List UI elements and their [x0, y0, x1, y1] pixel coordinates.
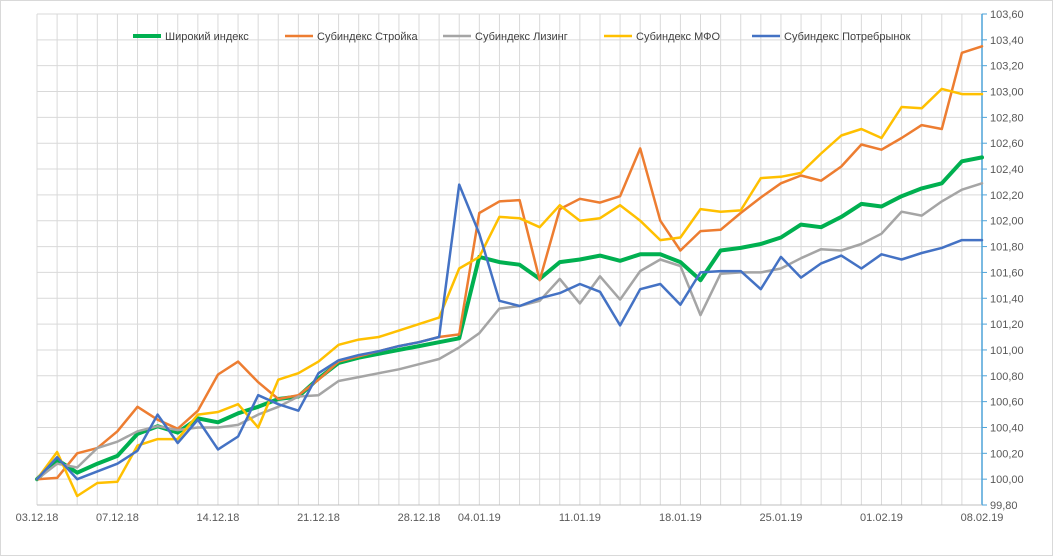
- legend-entry: Широкий индекс: [165, 31, 249, 43]
- legend-entry: Субиндекс Потребрынок: [784, 31, 911, 43]
- x-tick-label: 14.12.18: [197, 512, 240, 524]
- y-tick-label: 101,80: [990, 242, 1024, 254]
- x-tick-label: 21.12.18: [297, 512, 340, 524]
- x-tick-label: 07.12.18: [96, 512, 139, 524]
- x-tick-label: 04.01.19: [458, 512, 501, 524]
- series-lines: [35, 45, 984, 498]
- series-line: [35, 45, 984, 481]
- y-tick-label: 102,80: [990, 112, 1024, 124]
- y-tick-label: 100,60: [990, 397, 1024, 409]
- y-tick-label: 100,20: [990, 448, 1024, 460]
- y-tick-label: 101,20: [990, 319, 1024, 331]
- series-line: [35, 155, 984, 482]
- y-tick-label: 100,00: [990, 474, 1024, 486]
- x-tick-label: 25.01.19: [760, 512, 803, 524]
- x-tick-label: 01.02.19: [860, 512, 903, 524]
- y-tick-label: 102,00: [990, 216, 1024, 228]
- y-tick-label: 101,40: [990, 293, 1024, 305]
- y-tick-label: 102,40: [990, 164, 1024, 176]
- series-line: [35, 183, 984, 481]
- y-tick-label: 101,60: [990, 267, 1024, 279]
- legend-entry: Субиндекс МФО: [636, 31, 721, 43]
- y-tick-label: 101,00: [990, 345, 1024, 357]
- x-axis: 03.12.18 07.12.18 14.12.18 21.12.18 28.12.18…: [16, 504, 1004, 524]
- legend-entry: Субиндекс Стройка: [317, 31, 419, 43]
- y-tick-label: 103,60: [990, 9, 1024, 21]
- y-tick-label: 103,20: [990, 61, 1024, 73]
- y-tick-label: 99,80: [990, 500, 1018, 512]
- x-tick-label: 28.12.18: [398, 512, 441, 524]
- y-tick-label: 102,20: [990, 190, 1024, 202]
- y-tick-label: 100,80: [990, 371, 1024, 383]
- y-tick-label: 100,40: [990, 422, 1024, 434]
- x-tick-label: 11.01.19: [559, 512, 601, 524]
- y-tick-label: 103,40: [990, 35, 1024, 47]
- x-tick-label: 08.02.19: [961, 512, 1004, 524]
- series-line: [35, 182, 984, 481]
- gridlines: [36, 13, 983, 506]
- y-tick-label: 103,00: [990, 87, 1024, 99]
- y-axis: 99,80 100,00 100,20 100,40 100,60 100,80 101,0…: [981, 9, 1024, 512]
- x-tick-label: 18.01.19: [659, 512, 702, 524]
- y-tick-label: 102,60: [990, 138, 1024, 150]
- x-tick-label: 03.12.18: [16, 512, 59, 524]
- legend-entry: Субиндекс Лизинг: [475, 31, 568, 43]
- series-line: [35, 87, 984, 498]
- legend: Широкий индекс Субиндекс Стройка Субиндекс…: [133, 31, 911, 43]
